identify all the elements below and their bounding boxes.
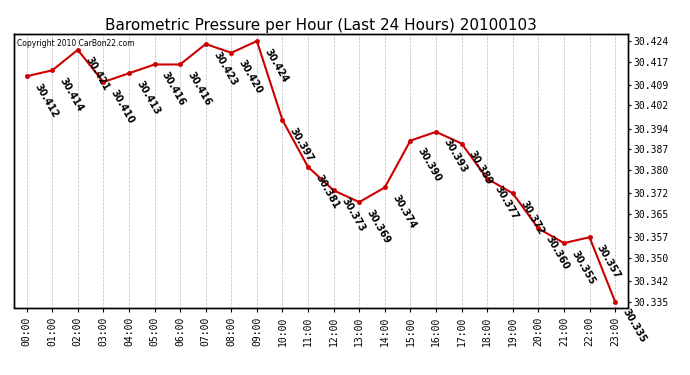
Text: 30.369: 30.369 [365, 208, 392, 245]
Text: 30.372: 30.372 [518, 199, 546, 236]
Text: Copyright 2010 CarBon22.com: Copyright 2010 CarBon22.com [17, 39, 135, 48]
Text: 30.423: 30.423 [211, 50, 239, 87]
Text: 30.377: 30.377 [493, 184, 520, 222]
Text: 30.410: 30.410 [109, 88, 137, 125]
Text: 30.360: 30.360 [544, 234, 571, 272]
Text: 30.374: 30.374 [391, 193, 417, 231]
Title: Barometric Pressure per Hour (Last 24 Hours) 20100103: Barometric Pressure per Hour (Last 24 Ho… [105, 18, 537, 33]
Text: 30.416: 30.416 [186, 70, 213, 108]
Text: 30.420: 30.420 [237, 58, 264, 96]
Text: 30.421: 30.421 [83, 56, 110, 93]
Text: 30.393: 30.393 [442, 137, 469, 175]
Text: 30.357: 30.357 [595, 243, 622, 280]
Text: 30.335: 30.335 [621, 307, 648, 345]
Text: 30.390: 30.390 [416, 146, 444, 184]
Text: 30.424: 30.424 [262, 46, 290, 84]
Text: 30.397: 30.397 [288, 126, 315, 163]
Text: 30.373: 30.373 [339, 196, 366, 233]
Text: 30.416: 30.416 [160, 70, 188, 108]
Text: 30.389: 30.389 [467, 149, 495, 187]
Text: 30.355: 30.355 [569, 249, 597, 286]
Text: 30.381: 30.381 [314, 172, 341, 210]
Text: 30.414: 30.414 [58, 76, 85, 113]
Text: 30.412: 30.412 [32, 82, 59, 119]
Text: 30.413: 30.413 [135, 79, 162, 116]
